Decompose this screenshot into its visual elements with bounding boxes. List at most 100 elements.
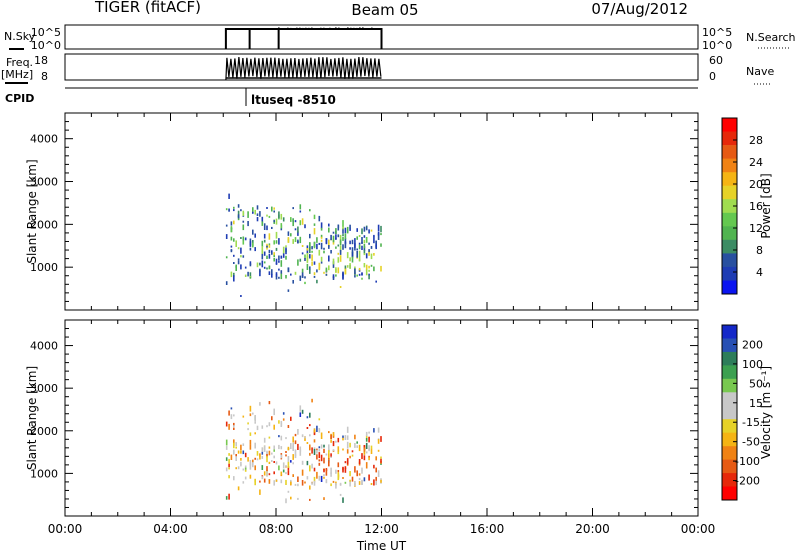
velocity-data-cell (254, 415, 256, 422)
power-colorbar-label: 28 (749, 134, 763, 147)
power-data-cell (373, 266, 375, 272)
power-data-cell (320, 234, 323, 238)
velocity-data-cell (332, 449, 335, 452)
power-colorbar-cell (722, 212, 737, 227)
velocity-xtick-label: 08:00 (259, 522, 294, 536)
velocity-panel: 1000 2000 3000 4000 Slant Range [km] 200 100 50… (25, 319, 773, 553)
power-data-cell (311, 250, 313, 253)
velocity-data-cell (349, 480, 351, 487)
velocity-data-cell (368, 474, 370, 481)
power-data-cell (285, 245, 287, 248)
velocity-colorbar-cell (722, 473, 737, 487)
velocity-data-cell (349, 455, 351, 459)
power-data-cell (225, 256, 228, 259)
power-data-cell (328, 245, 330, 249)
velocity-data-cell (380, 458, 382, 463)
power-data-cell (278, 268, 280, 271)
velocity-data-cell (346, 435, 349, 440)
power-data-cell (271, 252, 273, 255)
power-data-cell (332, 235, 335, 243)
velocity-data-cell (261, 447, 264, 452)
velocity-data-cell (354, 466, 356, 473)
velocity-data-cell (261, 425, 264, 429)
power-data-cell (309, 254, 311, 259)
power-data-cell (320, 261, 323, 264)
power-data-cell (304, 224, 306, 229)
velocity-data-cell (273, 449, 275, 452)
power-data-cell (254, 209, 256, 215)
velocity-data-cell (228, 467, 230, 470)
velocity-data-cell (351, 476, 354, 482)
power-data-cell (254, 233, 256, 238)
power-data-cell (230, 226, 233, 233)
power-data-cell (268, 253, 271, 259)
velocity-data-cell (304, 481, 306, 484)
velocity-data-cell (380, 479, 382, 483)
power-data-cell (266, 225, 268, 231)
power-data-cell (233, 272, 235, 275)
freq-panel (64, 53, 699, 81)
power-data-cell (249, 261, 252, 266)
power-data-cell (363, 226, 366, 232)
power-data-cell (356, 228, 358, 232)
power-data-cell (266, 214, 268, 217)
velocity-data-cell (299, 405, 302, 412)
power-data-cell (259, 270, 261, 277)
power-data-cell (240, 247, 242, 254)
velocity-data-cell (306, 476, 309, 480)
power-colorbar-cell (722, 185, 737, 200)
velocity-data-cell (263, 471, 266, 476)
power-data-cell (259, 263, 261, 266)
power-data-cell (301, 218, 304, 225)
velocity-data-cell (240, 464, 242, 467)
velocity-data-cell (311, 447, 313, 454)
velocity-data-cell (351, 450, 354, 453)
velocity-data-cell (228, 493, 230, 500)
power-data-cell (358, 267, 361, 271)
power-colorbar-cell (722, 199, 737, 214)
power-data-cell (344, 265, 347, 269)
velocity-data-cell (363, 477, 366, 482)
velocity-data-cell (244, 452, 247, 458)
velocity-data-cell (354, 434, 356, 440)
velocity-ytick-label: 2000 (30, 425, 58, 438)
velocity-data-cell (273, 471, 275, 475)
velocity-data-cell (297, 476, 299, 482)
velocity-data-cell (323, 497, 325, 500)
power-data-cell (370, 253, 373, 260)
velocity-data-cell (225, 467, 228, 472)
velocity-data-cell (235, 455, 237, 461)
power-data-cell (282, 246, 285, 254)
power-data-cell (233, 262, 235, 264)
power-data-cell (351, 256, 354, 263)
power-data-cell (297, 259, 299, 266)
velocity-data-cell (337, 462, 340, 468)
velocity-data-cell (247, 422, 249, 425)
power-data-cell (290, 273, 292, 276)
velocity-data-cell (292, 447, 294, 451)
velocity-data-cell (318, 462, 321, 466)
velocity-data-cell (301, 409, 304, 414)
power-colorbar-cell (722, 253, 737, 268)
power-data-cell (297, 241, 299, 244)
power-data-cell (328, 227, 330, 233)
velocity-data-cell (256, 458, 259, 461)
power-data-cell (313, 272, 316, 276)
velocity-data-cell (249, 413, 252, 417)
power-colorbar-label: 8 (756, 244, 763, 257)
power-data-cell (263, 261, 266, 264)
power-data-cell (273, 258, 275, 262)
power-data-cell (375, 240, 377, 244)
nsky-tick-top: 10^5 (31, 26, 61, 39)
power-data-cell (351, 247, 354, 253)
power-data-cell (292, 280, 294, 284)
power-data-cell (368, 229, 370, 234)
power-data-cell (358, 250, 361, 257)
power-data-cell (261, 221, 264, 226)
power-data-cell (252, 229, 254, 235)
velocity-data-cell (292, 474, 294, 477)
velocity-data-cell (344, 461, 347, 464)
velocity-data-cell (259, 480, 261, 483)
power-data-cell (335, 228, 337, 234)
power-data-cell (273, 252, 275, 256)
